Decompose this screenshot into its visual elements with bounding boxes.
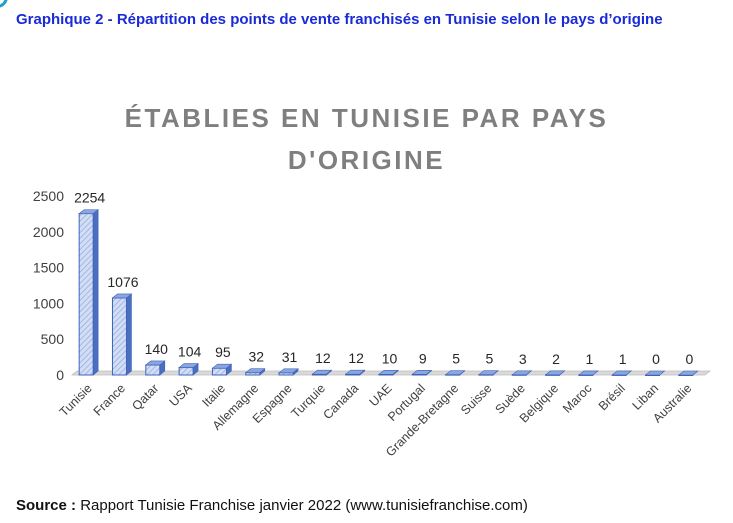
- data-label: 9: [419, 350, 427, 366]
- bar-turquie: [311, 369, 333, 376]
- bar-italie: [211, 363, 233, 376]
- corner-decoration: [0, 0, 8, 8]
- x-tick-label: UAE: [367, 381, 395, 409]
- bar-australie: [677, 370, 699, 376]
- bar-top: [244, 368, 266, 374]
- y-tick-label: 1000: [33, 295, 64, 311]
- bar-portugal: [411, 369, 433, 376]
- data-label: 0: [652, 351, 660, 367]
- bar-top: [611, 370, 633, 376]
- bar-brésil: [611, 370, 633, 376]
- data-label: 10: [382, 350, 398, 366]
- data-label: 1: [585, 351, 593, 367]
- chart-container: ÉTABLIES EN TUNISIE PAR PAYS D'ORIGINE 0…: [0, 80, 733, 485]
- data-label: 3: [519, 351, 527, 367]
- bar-top: [311, 369, 333, 375]
- bar-front: [178, 367, 194, 376]
- bar-allemagne: [244, 368, 266, 376]
- chart-title-line-2: D'ORIGINE: [287, 145, 446, 175]
- bar-top: [644, 370, 666, 376]
- bar-top: [144, 360, 166, 366]
- bar-top: [78, 209, 100, 214]
- y-tick-label: 2000: [33, 224, 64, 240]
- y-tick-label: 2500: [33, 188, 64, 204]
- bar-top: [211, 363, 233, 369]
- bar-front: [245, 372, 261, 376]
- source-note: Source : Rapport Tunisie Franchise janvi…: [16, 497, 528, 514]
- data-label: 5: [486, 351, 494, 367]
- x-tick-label: USA: [167, 381, 196, 410]
- bar-side: [126, 293, 132, 376]
- bar-front: [78, 213, 94, 376]
- data-label: 2254: [74, 190, 105, 206]
- bar-usa: [178, 362, 199, 376]
- bar-qatar: [144, 360, 166, 376]
- data-label: 2: [552, 351, 560, 367]
- x-tick-label: France: [91, 381, 128, 418]
- data-label: 12: [315, 350, 331, 366]
- bar-maroc: [578, 370, 599, 376]
- data-label: 1: [619, 351, 627, 367]
- y-tick-label: 0: [56, 367, 64, 383]
- y-tick-label: 1500: [33, 260, 64, 276]
- data-label: 12: [348, 350, 364, 366]
- source-label: Source :: [16, 497, 77, 514]
- source-text: Rapport Tunisie Franchise janvier 2022 (…: [80, 497, 528, 514]
- x-tick-label: Italie: [199, 381, 228, 410]
- bar-liban: [644, 370, 666, 376]
- bar-front: [278, 372, 294, 376]
- chart-title-line-1: ÉTABLIES EN TUNISIE PAR PAYS: [124, 103, 609, 133]
- bar-top: [478, 370, 499, 375]
- bar-belgique: [544, 370, 566, 376]
- bar-france: [111, 293, 133, 376]
- bar-uae: [378, 369, 399, 376]
- x-tick-label: Qatar: [129, 381, 161, 413]
- bar-front: [111, 297, 127, 376]
- data-label: 95: [215, 344, 231, 360]
- chart-title: ÉTABLIES EN TUNISIE PAR PAYS D'ORIGINE: [0, 97, 733, 181]
- bar-front: [211, 367, 227, 376]
- figure-caption: Graphique 2 - Répartition des points de …: [16, 11, 663, 28]
- data-label: 140: [145, 341, 169, 357]
- data-label: 32: [248, 349, 264, 365]
- x-tick-label: Maroc: [560, 381, 594, 415]
- bar-tunisie: [78, 208, 100, 376]
- data-label: 0: [685, 351, 693, 367]
- x-tick-label: Suisse: [458, 381, 494, 417]
- bar-top: [378, 369, 399, 375]
- data-label: 1076: [107, 274, 138, 290]
- x-tick-label: Tunisie: [57, 381, 95, 419]
- bar-suisse: [478, 370, 499, 376]
- x-tick-label: Brésil: [596, 381, 628, 413]
- bar-canada: [344, 369, 366, 376]
- bar-top: [111, 293, 133, 299]
- bar-top: [411, 370, 433, 375]
- bar-top: [278, 368, 299, 374]
- bar-espagne: [278, 368, 299, 376]
- y-tick-label: 500: [41, 331, 65, 347]
- y-axis: 0 500 1000 1500 2000 2500: [33, 188, 64, 383]
- data-label: 31: [282, 349, 298, 365]
- bar-front: [145, 364, 161, 376]
- bar-top: [178, 363, 199, 368]
- bar-grande-bretagne: [444, 370, 466, 376]
- x-tick-label: Canada: [320, 381, 361, 422]
- data-label: 5: [452, 351, 460, 367]
- data-label: 104: [178, 344, 202, 360]
- bar-side: [92, 208, 99, 376]
- bar-top: [578, 370, 599, 376]
- bar-top: [677, 370, 699, 376]
- bar-top: [444, 370, 466, 375]
- bar-top: [511, 370, 533, 376]
- bar-top: [544, 370, 566, 376]
- bar-suède: [511, 370, 533, 376]
- bar-top: [344, 369, 366, 375]
